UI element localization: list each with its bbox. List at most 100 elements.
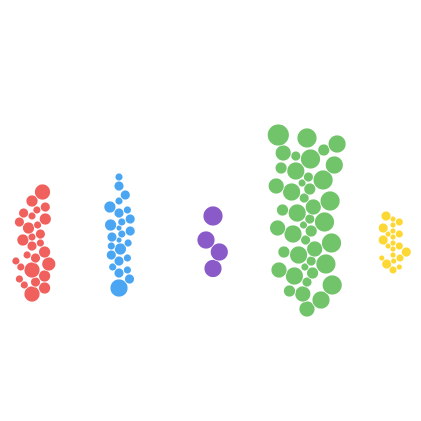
data-point [109,278,129,298]
data-point [267,177,285,195]
series-group-5 [377,210,412,275]
data-point [209,242,229,262]
data-point [119,189,131,201]
data-point [23,261,41,279]
data-point [22,250,32,260]
data-point [380,210,392,222]
data-point [381,258,393,270]
data-point [114,196,124,206]
data-point [274,161,288,175]
data-point [300,148,321,170]
data-point [306,240,324,258]
data-point [34,183,51,201]
data-point [282,182,302,202]
data-point [25,194,39,208]
data-point [106,241,116,251]
data-point [108,262,118,272]
data-point [11,256,21,266]
data-point [294,285,312,303]
data-point [306,266,320,280]
data-point [276,203,289,217]
data-point [32,205,42,215]
series-group-3 [196,205,229,278]
data-point [16,233,30,247]
data-point [327,134,347,154]
data-point [266,123,290,147]
series-group-1 [11,183,57,303]
data-point [269,219,287,237]
data-point [388,265,398,275]
data-point [297,178,307,188]
data-point [19,280,29,290]
data-point [303,182,317,196]
data-point [33,220,42,230]
data-point [315,253,337,275]
series-group-4 [266,123,347,318]
data-point [298,192,310,204]
data-point [389,239,397,247]
data-point [36,238,45,248]
data-point [38,269,51,283]
data-point [312,169,334,191]
data-point [321,232,342,254]
data-point [321,274,343,296]
data-point [30,252,41,264]
data-point [304,224,318,238]
data-point [123,205,132,215]
data-point [113,207,125,219]
data-point [277,245,291,259]
data-point [14,274,24,284]
data-point [289,245,309,265]
data-point [286,161,306,181]
data-point [113,267,125,279]
data-point [287,203,307,223]
data-point [113,255,125,267]
data-point [319,190,341,212]
data-point [283,284,296,298]
data-point [384,242,392,250]
data-point [389,251,397,259]
data-point [317,143,331,157]
data-point [203,259,223,278]
data-point [384,230,392,238]
data-point [301,276,313,288]
data-point [202,205,224,227]
data-point [38,212,52,226]
data-point [284,266,304,286]
data-point [395,263,403,271]
data-point [311,290,331,310]
data-point [377,222,389,234]
data-point [378,254,386,262]
data-point [395,253,405,263]
data-point [104,218,117,232]
data-point [18,207,30,219]
data-point [196,230,216,250]
data-point [296,127,318,149]
data-point [290,150,302,162]
data-point [117,217,127,227]
data-point [124,213,136,225]
data-point [305,255,317,267]
data-point [314,211,335,233]
data-point [16,262,26,272]
data-point [106,231,118,243]
data-point [283,224,303,244]
data-point [300,262,310,272]
data-point [274,144,292,162]
data-point [123,253,132,263]
data-point [389,227,397,235]
data-point [124,273,135,285]
data-point [324,155,344,175]
data-point [302,171,314,183]
data-point [300,234,312,246]
data-point [38,245,51,259]
data-point [123,238,133,248]
data-point [299,220,308,230]
data-point [114,172,124,182]
data-point [124,225,136,237]
series-group-2 [103,172,136,298]
data-point [394,229,404,239]
data-point [113,180,125,192]
